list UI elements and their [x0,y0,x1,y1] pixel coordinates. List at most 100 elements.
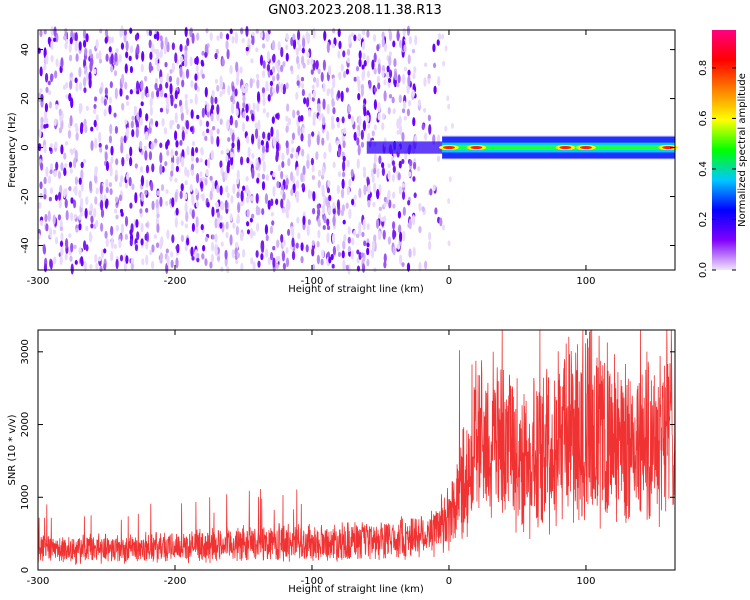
noise-speckle [361,29,366,36]
noise-speckle [361,41,366,51]
noise-speckle [114,174,118,182]
noise-speckle [292,38,297,50]
noise-speckle [249,109,254,115]
noise-speckle [78,189,82,199]
noise-speckle [90,57,94,67]
noise-speckle [402,230,406,242]
noise-speckle [49,169,53,175]
noise-speckle [424,62,428,67]
noise-speckle [423,108,427,113]
noise-speckle [114,196,119,203]
noise-speckle [266,111,270,118]
noise-speckle [166,149,170,157]
noise-speckle [270,211,274,217]
noise-speckle [69,168,73,174]
noise-speckle [216,84,220,92]
noise-speckle [210,94,214,106]
noise-speckle [310,69,314,75]
noise-speckle [399,124,403,136]
noise-speckle [448,176,452,183]
snr-y-label: SNR (10 * v/v) [7,414,18,485]
noise-speckle [363,184,367,196]
noise-speckle [358,221,362,233]
noise-speckle [80,161,84,169]
noise-speckle [336,140,340,146]
noise-speckle [225,185,229,193]
noise-speckle [159,152,163,164]
noise-speckle [43,194,47,200]
noise-speckle [57,214,62,221]
noise-speckle [271,75,276,82]
noise-speckle [280,170,284,180]
noise-speckle [189,184,193,193]
noise-speckle [191,140,196,147]
noise-speckle [195,55,199,66]
noise-speckle [59,255,63,266]
noise-speckle [124,81,128,90]
noise-speckle [392,203,396,209]
noise-speckle [249,227,254,239]
noise-speckle [110,145,114,156]
noise-speckle [216,184,220,194]
noise-speckle [291,147,295,153]
noise-speckle [249,77,253,89]
noise-speckle [342,240,346,250]
noise-speckle [358,50,362,60]
noise-speckle [311,165,315,173]
noise-speckle [318,114,322,121]
noise-speckle [95,39,99,49]
noise-speckle [90,126,94,132]
noise-speckle [121,102,125,111]
noise-speckle [247,146,251,159]
noise-speckle [275,83,280,94]
noise-speckle [82,76,87,88]
noise-speckle [277,41,281,51]
noise-speckle [50,26,54,37]
noise-speckle [297,62,301,70]
noise-speckle [402,27,406,37]
noise-speckle [251,35,255,46]
noise-speckle [240,262,244,272]
noise-speckle [350,32,354,37]
noise-speckle [373,167,377,175]
noise-speckle [63,152,67,160]
snr-x-label: Height of straight line (km) [288,584,424,595]
noise-speckle [392,108,396,115]
noise-speckle [346,186,350,196]
noise-speckle [326,130,330,141]
noise-speckle [144,189,148,196]
noise-speckle [159,89,164,98]
noise-speckle [285,32,289,41]
noise-speckle [297,115,302,123]
noise-speckle [418,261,422,272]
noise-speckle [59,226,63,231]
noise-speckle [265,234,269,242]
noise-speckle [179,105,184,114]
noise-speckle [366,223,370,231]
noise-speckle [67,129,72,139]
noise-speckle [412,246,416,257]
noise-speckle [190,168,195,177]
noise-speckle [145,222,149,228]
noise-speckle [214,96,218,105]
noise-speckle [282,207,286,213]
noise-speckle [151,200,155,211]
noise-speckle [110,237,114,249]
noise-speckle [312,90,316,99]
noise-speckle [135,80,140,92]
noise-speckle [272,245,276,251]
noise-speckle [104,144,109,150]
noise-speckle [128,176,132,187]
noise-speckle [88,231,93,243]
noise-speckle [195,65,199,72]
noise-speckle [125,40,129,52]
noise-speckle [98,131,102,143]
noise-speckle [146,92,150,98]
noise-speckle [387,77,392,83]
noise-speckle [362,166,367,172]
noise-speckle [159,35,163,42]
noise-speckle [357,33,361,41]
noise-speckle [79,103,83,112]
noise-speckle [95,187,99,195]
noise-speckle [257,260,261,268]
